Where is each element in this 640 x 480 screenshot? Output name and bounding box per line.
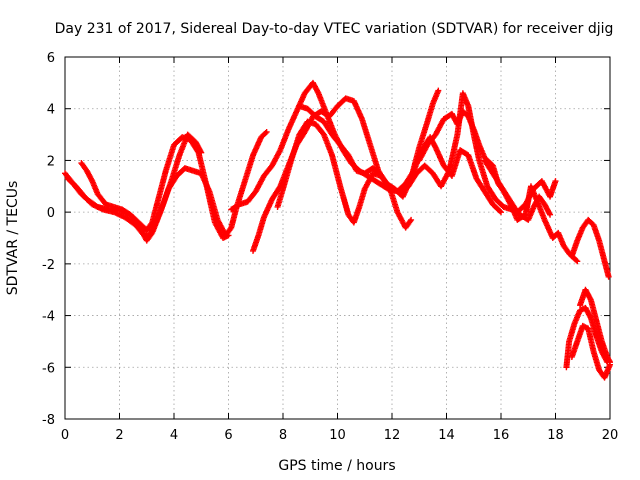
y-tick-label: -2: [42, 258, 55, 273]
data-point: [607, 359, 613, 366]
data-marks: [62, 79, 613, 381]
x-tick-label: 8: [279, 428, 287, 443]
x-axis-title: GPS time / hours: [278, 458, 395, 474]
y-tick-label: 4: [47, 103, 55, 118]
x-tick-label: 14: [438, 428, 455, 443]
data-point: [574, 258, 581, 265]
y-tick-label: 0: [47, 206, 55, 221]
y-tick-label: -6: [42, 361, 55, 376]
y-tick-label: -4: [42, 310, 55, 325]
data-point: [552, 178, 559, 185]
x-tick-label: 0: [61, 428, 69, 443]
series-sat-f: [274, 118, 415, 231]
trace-mark: [573, 257, 580, 264]
data-point: [225, 232, 232, 239]
trace-mark: [227, 225, 234, 232]
data-point: [498, 209, 504, 216]
series-sat-m: [568, 216, 612, 280]
series-sat-j: [481, 157, 559, 216]
trace-mark: [262, 130, 269, 137]
trace-mark: [148, 220, 155, 227]
data-point: [408, 216, 415, 223]
x-tick-label: 16: [493, 428, 510, 443]
data-point: [547, 211, 554, 218]
series-sat-a: [62, 131, 205, 239]
series-sat-k: [563, 304, 611, 371]
data-point: [605, 273, 612, 280]
data-point: [263, 128, 270, 135]
series-sat-c: [78, 134, 232, 241]
x-tick-label: 4: [170, 428, 178, 443]
series-sat-l: [568, 322, 613, 381]
x-tick-label: 2: [115, 428, 123, 443]
x-tick-label: 12: [384, 428, 401, 443]
y-tick-label: -8: [42, 413, 55, 428]
trace-mark: [407, 218, 414, 225]
data-point: [435, 87, 442, 94]
x-tick-label: 6: [224, 428, 232, 443]
chart-title: Day 231 of 2017, Sidereal Day-to-day VTE…: [55, 21, 614, 37]
x-tick-label: 20: [602, 428, 619, 443]
y-axis-title: SDTVAR / TECUs: [5, 181, 21, 296]
y-tick-label: 6: [47, 51, 55, 66]
axis-ticks: 0 2 4 6 8 10 12 14 16 18 20 -8 -6 -4 -2 0 2 4 6: [42, 51, 618, 443]
x-tick-label: 18: [547, 428, 564, 443]
trace-mark: [496, 208, 503, 215]
trace-mark: [194, 148, 201, 155]
series-sat-n: [577, 286, 613, 366]
x-tick-label: 10: [329, 428, 346, 443]
y-tick-label: 2: [47, 154, 55, 169]
